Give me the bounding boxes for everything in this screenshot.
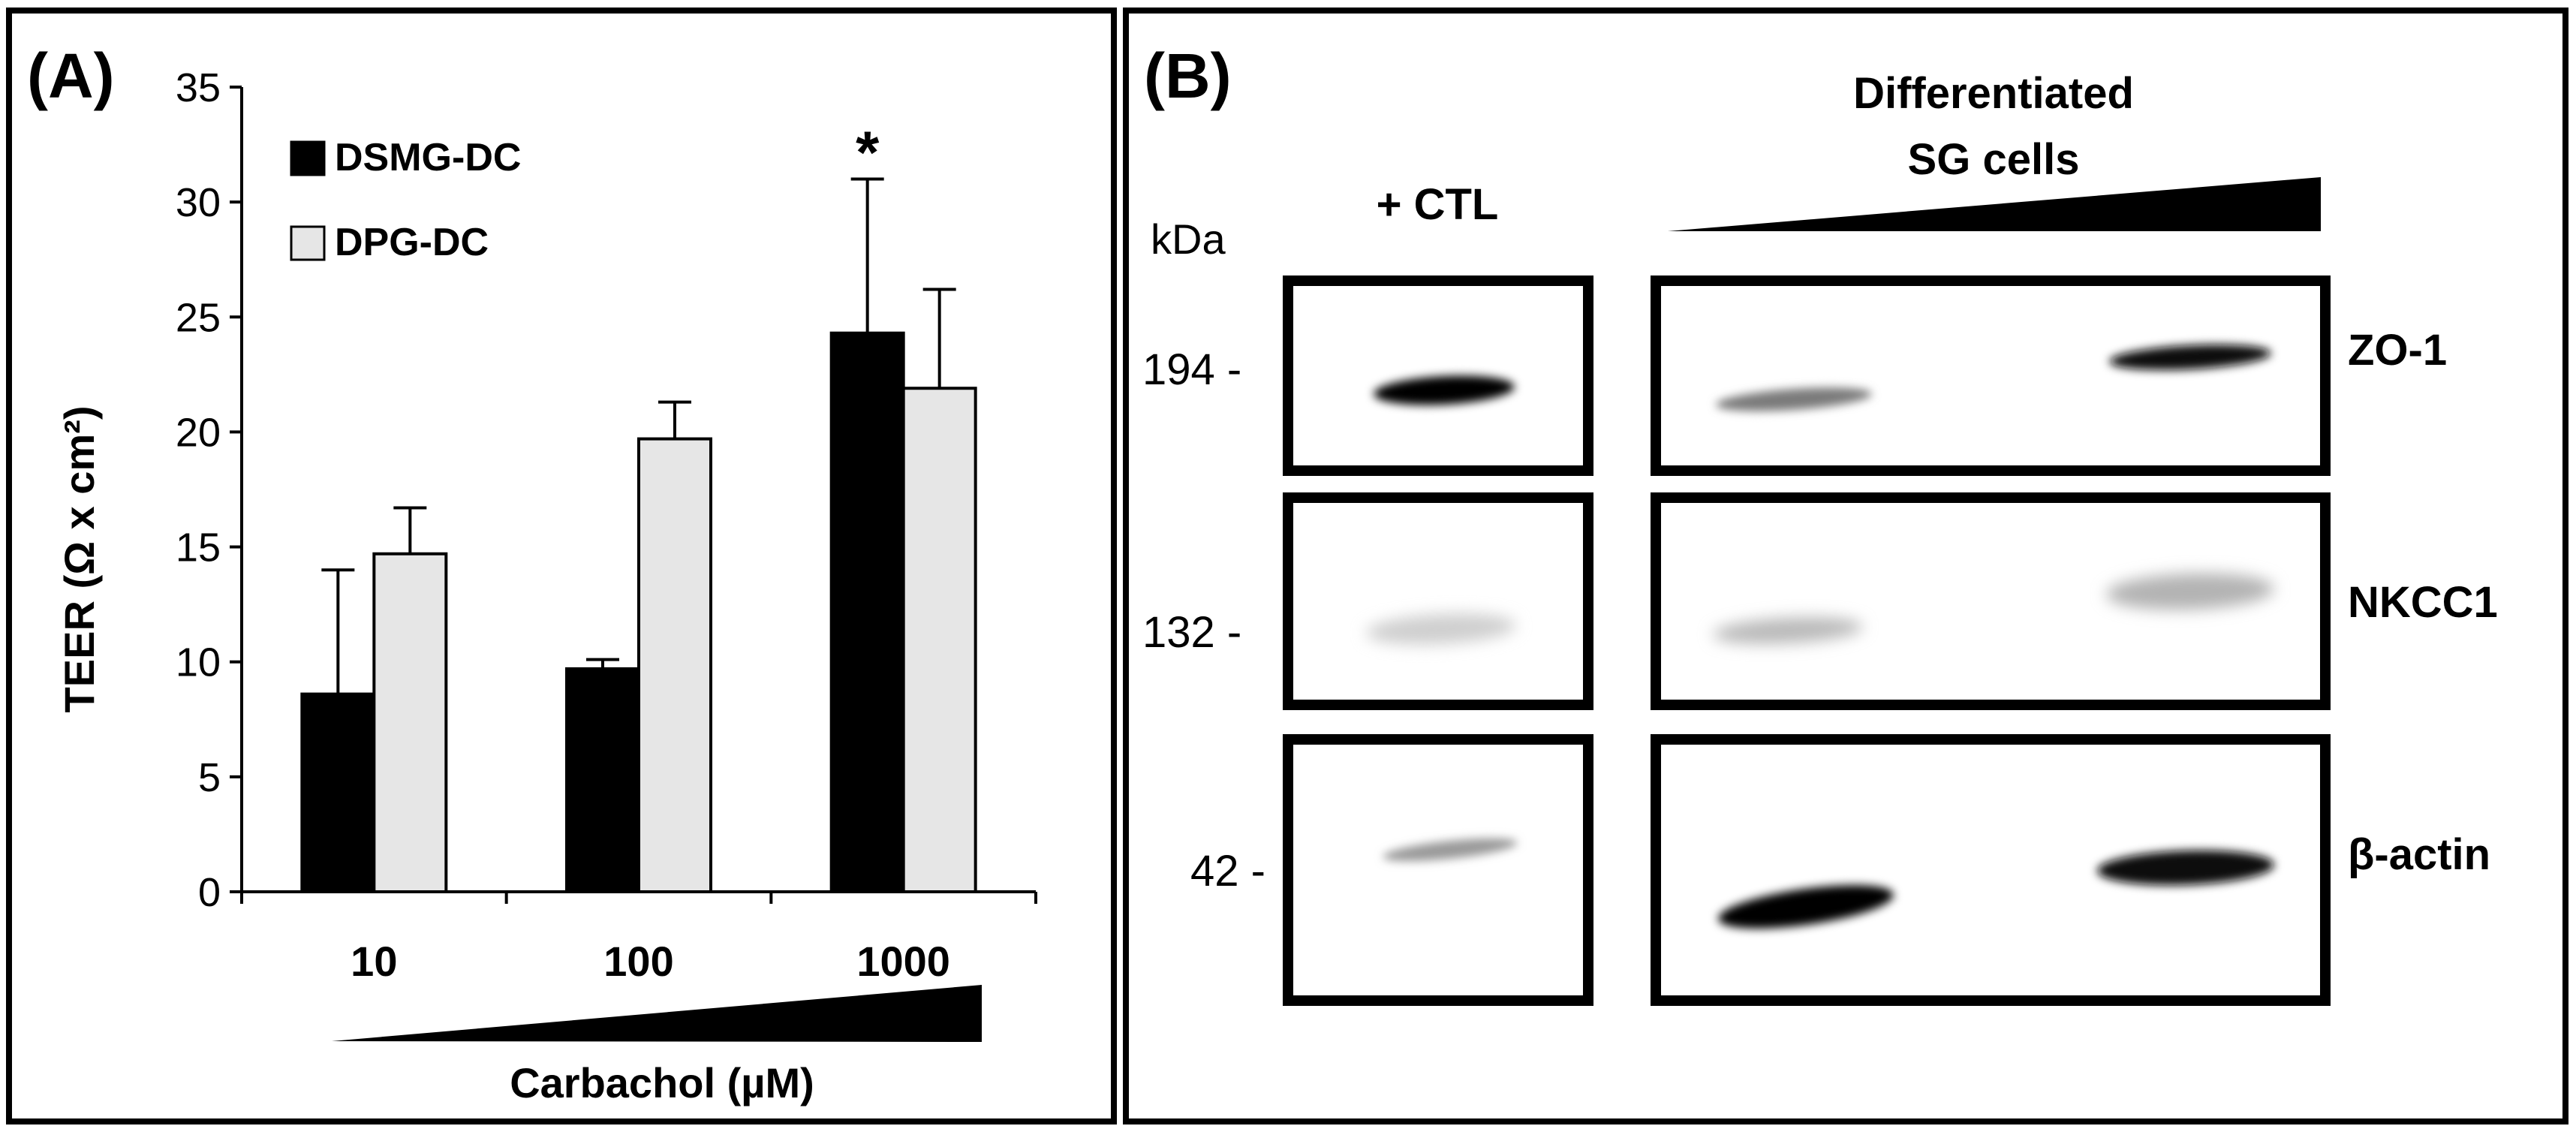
band-zo1-sg-low [1716,387,1872,411]
panel-b-frame [1123,8,2568,1124]
legend: DSMG-DC DPG-DC [290,136,521,264]
bar-dsmg-dc-100 [565,667,640,893]
kda-label: kDa [1151,215,1226,263]
band-zo1-ctl [1374,375,1515,405]
carbachol-gradient-wedge [332,985,982,1042]
sg-cells-label: SG cells [1908,135,2080,184]
carbachol-label: Carbachol (µM) [510,1059,814,1106]
bar-dpg-dc-100 [637,437,712,893]
y-axis-label: TEER (Ω x cm²) [56,406,103,713]
marker-42: 42 - [1190,847,1265,896]
y-tick-label-35: 35 [176,65,221,110]
differentiated-label: Differentiated [1853,69,2134,118]
y-tick-label-30: 30 [176,180,221,225]
band-zo1-sg-high [2109,345,2271,370]
panel-a-frame [6,8,1117,1124]
blot-frame-ctl-actin [1283,734,1593,1006]
protein-label-actin: β-actin [2348,830,2490,879]
bar-dsmg-dc-1000 [829,331,905,893]
panel-b: (B) Differentiated SG cells + CTL kDa [1123,8,2568,1124]
band-nkcc1-sg-low [1713,617,1863,644]
blot-frame-ctl-zo1 [1283,275,1593,476]
bar-dpg-dc-1000 [901,387,977,893]
band-actin-sg-high [2097,850,2274,886]
legend-swatch-dsmg [290,140,326,176]
significance-asterisk: * [856,119,880,186]
bar-dpg-dc-10 [372,552,448,893]
protein-label-zo1: ZO-1 [2348,326,2447,375]
band-nkcc1-sg-high [2106,573,2274,610]
y-tick-label-10: 10 [176,640,221,685]
y-tick-label-20: 20 [176,410,221,455]
blot-frames [1283,275,2331,1006]
band-actin-ctl [1383,838,1518,862]
sg-cells-gradient-wedge [1668,177,2321,231]
band-actin-sg-low [1718,885,1894,929]
blot-frame-sg-zo1 [1651,275,2331,476]
ctl-label: + CTL [1377,180,1499,229]
x-tick-label-1000: 1000 [856,938,950,985]
blot-frame-sg-nkcc1 [1651,492,2331,710]
plot-area: 0 5 10 15 20 25 30 35 10 100 1000 * [176,65,1037,985]
marker-194: 194 - [1142,345,1241,394]
legend-swatch-dpg [290,225,326,261]
y-tick-label-5: 5 [198,755,221,800]
panel-a-label: (A) [27,41,115,111]
blot-bands [1366,345,2274,929]
marker-132: 132 - [1142,608,1241,657]
panel-a: (A) TEER (Ω x cm²) 0 5 10 15 20 25 30 35 10 100 10… [6,8,1117,1124]
blot-frame-ctl-nkcc1 [1283,492,1593,710]
panel-b-label: (B) [1144,41,1232,111]
band-nkcc1-ctl [1366,613,1516,645]
legend-label-dpg: DPG-DC [335,221,489,264]
x-tick-label-10: 10 [351,938,397,985]
y-tick-label-25: 25 [176,295,221,340]
y-tick-label-15: 15 [176,525,221,571]
legend-label-dsmg: DSMG-DC [335,136,521,179]
bar-dsmg-dc-10 [300,692,376,893]
protein-label-nkcc1: NKCC1 [2348,578,2498,627]
x-tick-label-100: 100 [603,938,673,985]
y-tick-label-0: 0 [198,870,221,915]
